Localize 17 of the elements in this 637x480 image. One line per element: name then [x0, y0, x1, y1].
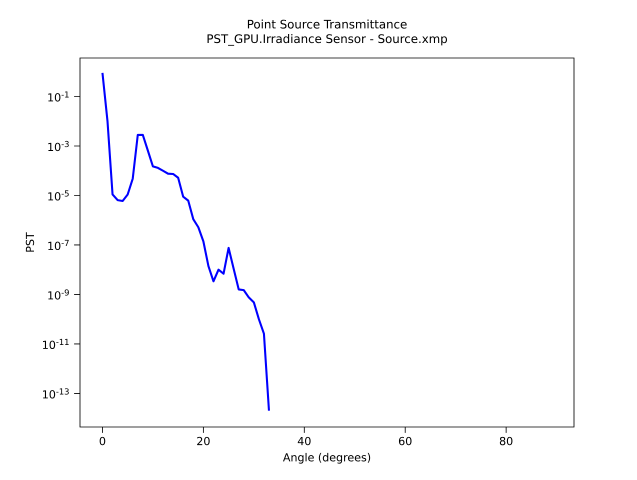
- x-tick-label: 0: [100, 436, 106, 446]
- y-axis-title: PST: [26, 232, 34, 252]
- x-tick-label: 20: [197, 436, 210, 446]
- x-tick-label: 60: [398, 436, 412, 446]
- y-tick-label: 10$^{-11}$: [43, 338, 69, 350]
- chart-title: Point Source Transmittance: [248, 19, 407, 29]
- x-tick-label: 40: [298, 436, 311, 446]
- line-series: [101, 72, 270, 412]
- y-tick-label: 10$^{-13}$: [43, 388, 69, 399]
- y-tick-label: 10$^{-9}$: [48, 289, 69, 300]
- y-tick-label: 10$^{-3}$: [48, 140, 69, 152]
- chart-subtitle: PST_GPU.Irradiance Sensor - Source.xmp: [208, 34, 447, 46]
- y-tick-label: 10$^{-1}$: [48, 91, 69, 102]
- x-axis-title: Angle (degrees): [282, 452, 370, 464]
- y-tick-label: 10$^{-5}$: [48, 190, 69, 201]
- x-tick-label: 80: [500, 436, 512, 446]
- y-tick-label: 10$^{-7}$: [48, 240, 69, 250]
